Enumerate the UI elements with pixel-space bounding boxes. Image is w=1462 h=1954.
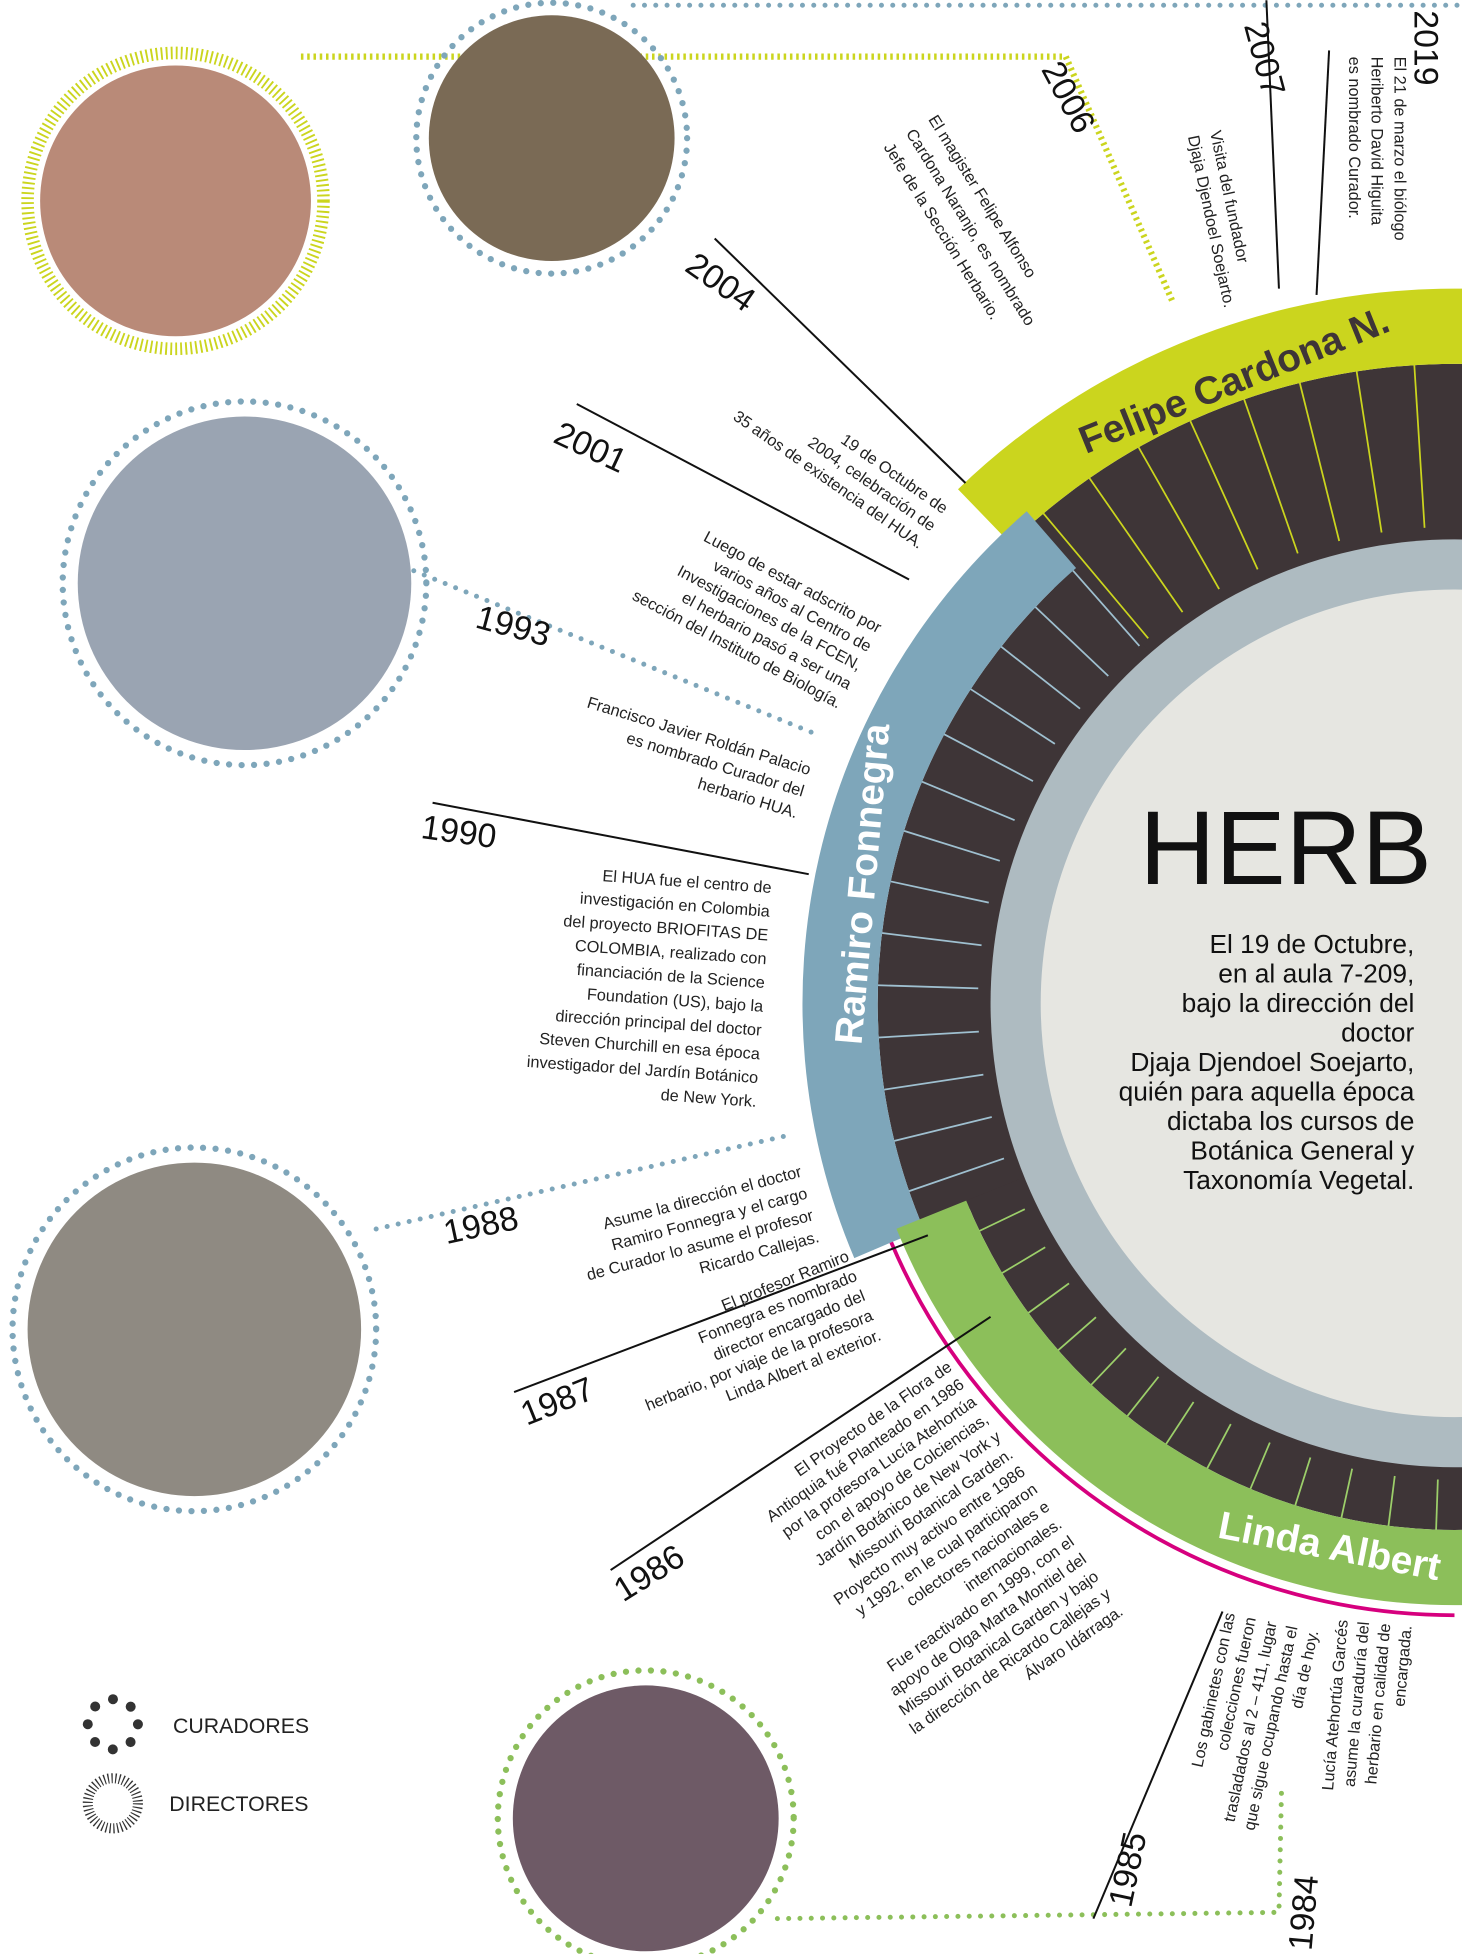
center-text: dictaba los cursos de [1167,1106,1414,1136]
photo [78,417,412,751]
photo [28,1163,362,1497]
event-year: 1984 [1282,1874,1326,1952]
center-text: Taxonomía Vegetal. [1183,1165,1414,1195]
photo [429,15,675,261]
legend-label: CURADORES [173,1714,309,1738]
legend-label: DIRECTORES [169,1792,308,1816]
center-text: El 19 de Octubre, [1209,929,1414,959]
center-title: HERB [1139,790,1432,907]
photo [40,65,311,336]
event-line: es nombrado Curador. [1345,57,1363,219]
event-year: 2019 [1406,10,1444,85]
event-line: Heriberto David Higuita [1368,57,1386,226]
event-line: El 21 de marzo el biólogo [1390,57,1408,241]
center-text: bajo la dirección del [1182,988,1415,1018]
center-text: Botánica General y [1190,1135,1415,1165]
center-text: en al aula 7-209, [1218,959,1414,989]
photo [513,1685,779,1951]
center-text: doctor [1341,1018,1414,1048]
center-text: quién para aquella época [1119,1077,1415,1107]
center-text: Djaja Djendoel Soejarto, [1130,1047,1414,1077]
infographic: CURADORES DIRECTORES HERB El 19 de Octubr… [0,0,1462,1954]
